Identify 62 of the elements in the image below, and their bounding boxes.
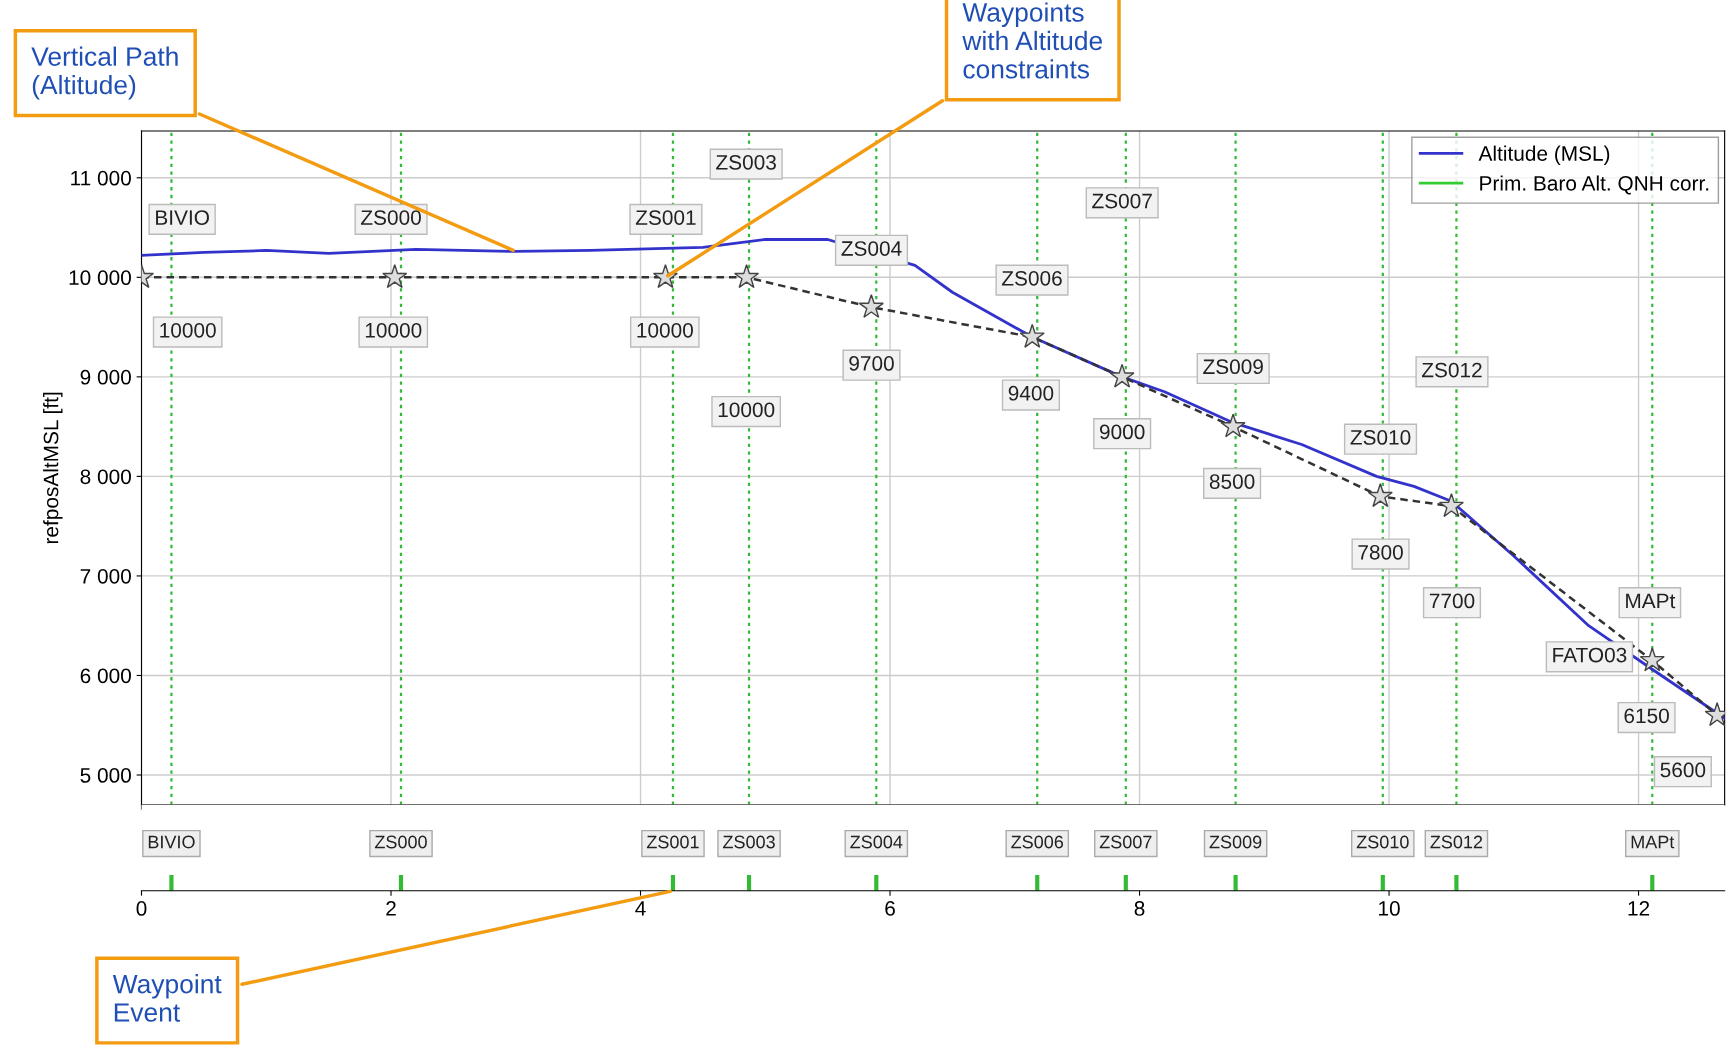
annotation: ZS003 <box>716 154 776 170</box>
ref-line-label: ZS012 <box>1430 835 1483 849</box>
point <box>1220 413 1246 438</box>
y-tick-label: 11 000 <box>71 170 131 186</box>
y-tick-label: 5 000 <box>80 768 131 783</box>
y-tick-label: 8 000 <box>80 469 131 485</box>
y-tick-label: 9 000 <box>80 369 131 385</box>
annotation: 7700 <box>1429 593 1475 609</box>
ref-line-label: ZS009 <box>1209 835 1262 849</box>
legend-label: Prim. Baro Alt. QNH corr. <box>1480 175 1709 195</box>
ref-line-label: ZS004 <box>850 835 903 849</box>
annotation: 10000 <box>637 322 693 338</box>
annotation: Vertical Path (Altitude) <box>31 46 178 100</box>
ref-line-label: BIVIO <box>148 835 195 849</box>
text: Waypoint Event <box>112 974 222 1022</box>
x-tick-label: 8 <box>1134 901 1145 916</box>
annotation: 10000 <box>160 322 216 338</box>
annotation: 9400 <box>1008 385 1054 401</box>
annotation: 7800 <box>1358 544 1403 560</box>
legend-label: Altitude (MSL) <box>1478 145 1610 165</box>
point <box>733 264 760 289</box>
annotation: ZS007 <box>1092 193 1152 209</box>
annotation: 9000 <box>1099 424 1145 440</box>
ref-line-label: MAPt <box>1631 835 1675 849</box>
annotation: 10000 <box>718 402 775 418</box>
point <box>1367 483 1393 508</box>
x-tick-label: 10 <box>1379 901 1400 916</box>
y-tick-label: 7 000 <box>80 568 131 584</box>
point <box>858 293 884 318</box>
point <box>382 264 408 289</box>
annotation: 9700 <box>849 356 894 371</box>
x-tick-label: 2 <box>386 901 396 916</box>
annotation: ZS001 <box>635 210 696 225</box>
x-tick-label: 6 <box>885 901 895 916</box>
annotation: Waypoints with Altitude constraints <box>962 2 1103 79</box>
y-tick-label: 6 000 <box>80 668 131 684</box>
annotation: ZS000 <box>361 210 421 225</box>
y-tick-label: 10 000 <box>69 270 131 286</box>
ref-line-label: ZS003 <box>723 835 775 849</box>
annotation: BIVIO <box>156 210 209 225</box>
annotation: 10000 <box>365 322 422 338</box>
x-tick-label: 12 <box>1628 901 1650 916</box>
x-tick-label: 4 <box>635 901 646 916</box>
annotation: ZS004 <box>841 241 902 256</box>
point <box>1438 493 1464 518</box>
annotation: 8500 <box>1209 474 1255 489</box>
annotation: 6150 <box>1624 708 1669 724</box>
annotation: 5600 <box>1660 762 1706 778</box>
ref-line-label: ZS010 <box>1356 835 1409 849</box>
ref-line-label: ZS001 <box>646 835 699 849</box>
annotation: ZS010 <box>1350 430 1411 445</box>
annotation: ZS012 <box>1421 362 1482 378</box>
y-axis-title: refposAltMSL [ft] <box>43 392 63 544</box>
ref-line-label: ZS006 <box>1011 835 1064 849</box>
ref-line-label: ZS007 <box>1099 835 1152 849</box>
annotation: FATO03 <box>1553 647 1627 663</box>
annotation: MAPt <box>1626 593 1676 609</box>
x-tick-label: 0 <box>136 901 147 916</box>
annotation: ZS006 <box>1001 270 1062 286</box>
annotation: ZS009 <box>1203 359 1263 375</box>
point <box>1639 647 1665 672</box>
ref-line-label: ZS000 <box>374 835 427 849</box>
